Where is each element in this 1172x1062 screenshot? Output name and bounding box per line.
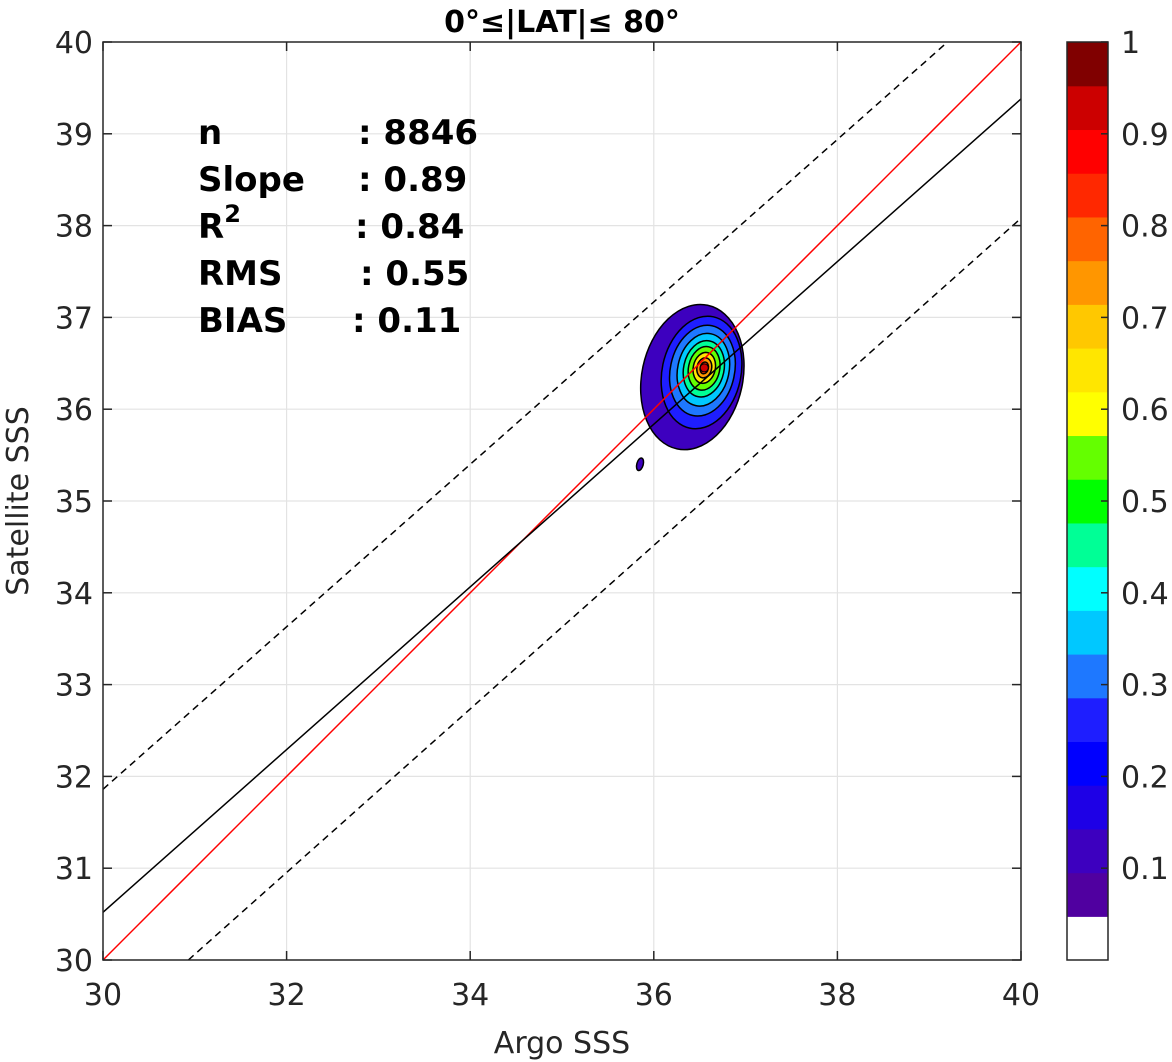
colorbar-swatch: [1067, 260, 1108, 305]
stat-row: BIAS : 0.11: [198, 301, 461, 341]
stat-label: RMS: [198, 254, 283, 294]
colorbar-tick-label: 0.6: [1121, 393, 1169, 428]
colorbar: 0.1 0.2 0.3 0.4 0.5 0.6 0.7 0.8 0.9 1: [1066, 26, 1169, 961]
colorbar-tick-label: 0.5: [1121, 485, 1169, 520]
y-tick-label: 37: [55, 301, 93, 336]
colorbar-swatch: [1067, 348, 1108, 393]
colorbar-swatch: [1067, 872, 1108, 917]
density-contour-0.05: [635, 457, 645, 472]
colorbar-swatch: [1067, 916, 1108, 961]
x-tick-label: 32: [268, 978, 306, 1013]
stat-value: : 0.11: [352, 301, 461, 341]
colorbar-tick-label: 0.8: [1121, 210, 1169, 245]
stat-row: R2 : 0.84: [198, 200, 464, 247]
stat-value: : 0.84: [355, 207, 464, 247]
colorbar-swatch: [1067, 828, 1108, 874]
colorbar-swatch: [1067, 566, 1108, 611]
y-tick-label: 32: [55, 760, 93, 795]
stats-annotation: n : 8846 Slope : 0.89 R2 : 0.84 RMS : 0.55 BIAS:…: [198, 113, 478, 341]
colorbar-tick-label: 0.3: [1121, 669, 1169, 704]
y-tick-label: 31: [55, 852, 93, 887]
y-tick-label: 35: [55, 485, 93, 520]
colorbar-swatch: [1067, 129, 1108, 174]
y-tick-label: 33: [55, 669, 93, 704]
colorbar-swatch: [1067, 610, 1108, 655]
colorbar-swatch: [1067, 85, 1108, 131]
colorbar-swatch: [1067, 173, 1108, 218]
y-tick-label: 36: [55, 393, 93, 428]
colorbar-tick-label: 0.9: [1121, 118, 1169, 153]
x-axis-label: Argo SSS: [494, 1026, 630, 1061]
x-tick-label: 34: [451, 978, 489, 1013]
stat-label: n: [198, 113, 222, 153]
stat-row: RMS : 0.55: [198, 254, 469, 294]
colorbar-swatch: [1067, 741, 1108, 786]
stat-value: : 0.55: [360, 254, 469, 294]
1-1-line-line: [103, 42, 1021, 960]
colorbar-tick-label: 0.7: [1121, 301, 1169, 336]
colorbar-swatch: [1067, 522, 1108, 568]
y-axis-label: Satellite SSS: [1, 406, 36, 596]
chart-title: 0°≤|LAT|≤ 80°: [444, 5, 680, 40]
colorbar-swatch: [1067, 216, 1108, 262]
colorbar-swatch: [1067, 42, 1108, 87]
grid: [103, 42, 1021, 960]
stat-label: Slope: [198, 160, 305, 200]
stat-row: n : 8846: [198, 113, 478, 153]
x-tick-label: 40: [1002, 978, 1040, 1013]
density-peak: [699, 363, 709, 373]
y-tick-label: 39: [55, 118, 93, 153]
regression-fit-line: [103, 98, 1021, 913]
colorbar-swatch: [1067, 654, 1108, 699]
colorbar-swatch: [1067, 391, 1108, 437]
colorbar-swatch: [1067, 697, 1108, 743]
stat-label: BIAS: [198, 301, 287, 341]
plot-frame: [102, 41, 1022, 961]
y-tick-label: 30: [55, 944, 93, 979]
y-tick-label: 34: [55, 577, 93, 612]
stat-superscript: 2: [224, 200, 241, 228]
colorbar-tick-label: 0.1: [1121, 852, 1169, 887]
x-tick-label: 30: [84, 978, 122, 1013]
x-tick-label: 38: [818, 978, 856, 1013]
y-tick-label: 38: [55, 210, 93, 245]
lower-bound-line: [187, 217, 1021, 960]
colorbar-swatch: [1067, 785, 1108, 830]
stat-label: R2: [198, 200, 241, 247]
y-tick-label: 40: [55, 26, 93, 61]
colorbar-tick-label: 0.4: [1121, 577, 1169, 612]
colorbar-swatch: [1067, 435, 1108, 480]
reference-lines: [103, 42, 1021, 960]
stat-row: Slope : 0.89: [198, 160, 467, 200]
colorbar-swatch: [1067, 304, 1108, 349]
colorbar-tick-label: 1: [1121, 26, 1140, 61]
upper-bound-line: [103, 42, 949, 790]
x-tick-label: 36: [635, 978, 673, 1013]
stat-value: : 0.89: [358, 160, 467, 200]
stat-value: : 8846: [358, 113, 478, 153]
axes: 30 32 34 36 38 40 30 31 32 33 34 35 36 37 38 39 40: [55, 26, 1040, 1013]
colorbar-tick-label: 0.2: [1121, 760, 1169, 795]
